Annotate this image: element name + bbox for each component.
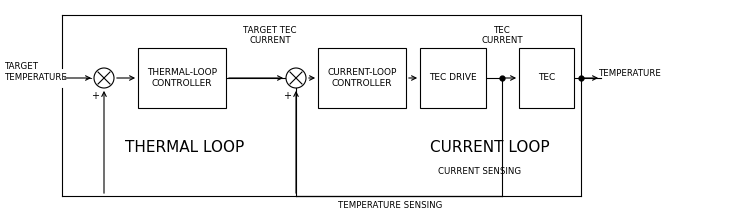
- Text: TEMPERATURE SENSING: TEMPERATURE SENSING: [338, 201, 442, 210]
- Text: +: +: [91, 91, 99, 101]
- Text: TEC
CURRENT: TEC CURRENT: [481, 26, 522, 45]
- Text: TARGET TEC
CURRENT: TARGET TEC CURRENT: [243, 26, 297, 45]
- Circle shape: [286, 68, 306, 88]
- FancyBboxPatch shape: [420, 48, 486, 108]
- Text: CURRENT SENSING: CURRENT SENSING: [438, 168, 522, 177]
- Text: −: −: [85, 74, 93, 84]
- Text: TARGET
TEMPERATURE: TARGET TEMPERATURE: [5, 62, 68, 82]
- Text: CURRENT-LOOP
CONTROLLER: CURRENT-LOOP CONTROLLER: [327, 68, 397, 88]
- FancyBboxPatch shape: [519, 48, 574, 108]
- Text: THERMAL-LOOP
CONTROLLER: THERMAL-LOOP CONTROLLER: [147, 68, 217, 88]
- Circle shape: [94, 68, 114, 88]
- Text: TEC: TEC: [538, 74, 555, 83]
- Text: −: −: [277, 74, 285, 84]
- Text: +: +: [283, 91, 291, 101]
- FancyBboxPatch shape: [318, 48, 406, 108]
- FancyBboxPatch shape: [138, 48, 226, 108]
- Text: TEMPERATURE: TEMPERATURE: [599, 69, 662, 78]
- Text: TEC DRIVE: TEC DRIVE: [429, 74, 477, 83]
- Text: THERMAL LOOP: THERMAL LOOP: [126, 141, 245, 155]
- Text: CURRENT LOOP: CURRENT LOOP: [430, 141, 550, 155]
